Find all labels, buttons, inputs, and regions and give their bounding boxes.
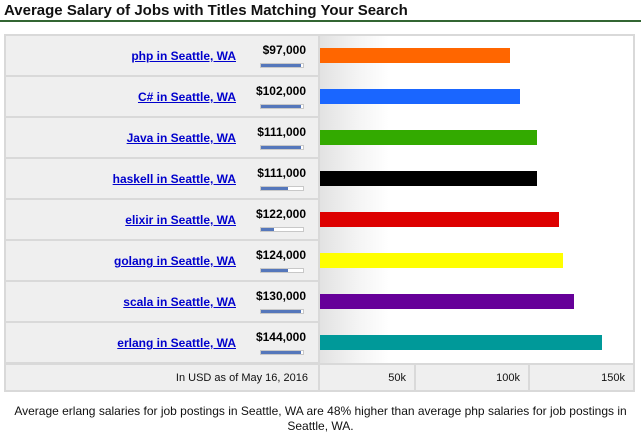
- job-search-link[interactable]: elixir in Seattle, WA: [125, 213, 236, 227]
- axis-tick-label: 150k: [601, 372, 625, 384]
- salary-value: $130,000: [255, 289, 306, 303]
- mini-indicator: [260, 309, 304, 314]
- job-search-link[interactable]: haskell in Seattle, WA: [112, 172, 236, 186]
- axis-tick-label: 50k: [388, 372, 406, 384]
- salary-bar: [320, 335, 602, 350]
- mini-indicator-fill: [261, 310, 301, 313]
- table-row: golang in Seattle, WA $124,000: [6, 241, 318, 280]
- salary-bar: [320, 253, 563, 268]
- plot-area: [320, 36, 633, 363]
- table-row: php in Seattle, WA $97,000: [6, 36, 318, 75]
- mini-indicator-fill: [261, 64, 301, 67]
- job-search-link[interactable]: php in Seattle, WA: [131, 49, 236, 63]
- table-row: C# in Seattle, WA $102,000: [6, 77, 318, 116]
- axis-tick-cell: 100k: [416, 365, 528, 390]
- job-search-link[interactable]: golang in Seattle, WA: [113, 254, 236, 268]
- salary-value: $97,000: [262, 43, 306, 57]
- axis-tick-cell: 50k: [320, 365, 414, 390]
- mini-indicator-fill: [261, 228, 274, 231]
- salary-value: $124,000: [255, 248, 306, 262]
- axis-tick-cell: 150k: [530, 365, 633, 390]
- salary-bar: [320, 294, 574, 309]
- mini-indicator-fill: [261, 187, 288, 190]
- chart-footer-left: In USD as of May 16, 2016: [6, 365, 318, 390]
- job-search-link[interactable]: scala in Seattle, WA: [123, 295, 236, 309]
- mini-indicator: [260, 350, 304, 355]
- summary-text: Average erlang salaries for job postings…: [14, 404, 627, 433]
- mini-indicator: [260, 63, 304, 68]
- salary-bar: [320, 89, 520, 104]
- job-search-link[interactable]: Java in Seattle, WA: [126, 131, 236, 145]
- table-row: elixir in Seattle, WA $122,000: [6, 200, 318, 239]
- salary-bar: [320, 48, 510, 63]
- mini-indicator: [260, 186, 304, 191]
- salary-chart: In USD as of May 16, 2016 php in Seattle…: [4, 34, 635, 392]
- salary-value: $111,000: [257, 166, 306, 180]
- mini-indicator: [260, 104, 304, 109]
- salary-value: $102,000: [255, 84, 306, 98]
- job-search-link[interactable]: C# in Seattle, WA: [137, 90, 236, 104]
- salary-value: $122,000: [255, 207, 306, 221]
- mini-indicator-fill: [261, 269, 288, 272]
- mini-indicator-fill: [261, 351, 301, 354]
- salary-bar: [320, 130, 537, 145]
- chart-header: Average Salary of Jobs with Titles Match…: [0, 0, 641, 22]
- mini-indicator: [260, 145, 304, 150]
- salary-value: $111,000: [257, 125, 306, 139]
- axis-tick-label: 100k: [496, 372, 520, 384]
- salary-bar: [320, 212, 559, 227]
- table-row: haskell in Seattle, WA $111,000: [6, 159, 318, 198]
- job-search-link[interactable]: erlang in Seattle, WA: [117, 336, 236, 350]
- mini-indicator: [260, 268, 304, 273]
- salary-bar: [320, 171, 537, 186]
- salary-value: $144,000: [255, 330, 306, 344]
- chart-title: Average Salary of Jobs with Titles Match…: [4, 2, 408, 19]
- mini-indicator-fill: [261, 146, 301, 149]
- table-row: scala in Seattle, WA $130,000: [6, 282, 318, 321]
- table-row: Java in Seattle, WA $111,000: [6, 118, 318, 157]
- mini-indicator-fill: [261, 105, 301, 108]
- as-of-date: In USD as of May 16, 2016: [175, 372, 308, 384]
- table-row: erlang in Seattle, WA $144,000: [6, 323, 318, 362]
- mini-indicator: [260, 227, 304, 232]
